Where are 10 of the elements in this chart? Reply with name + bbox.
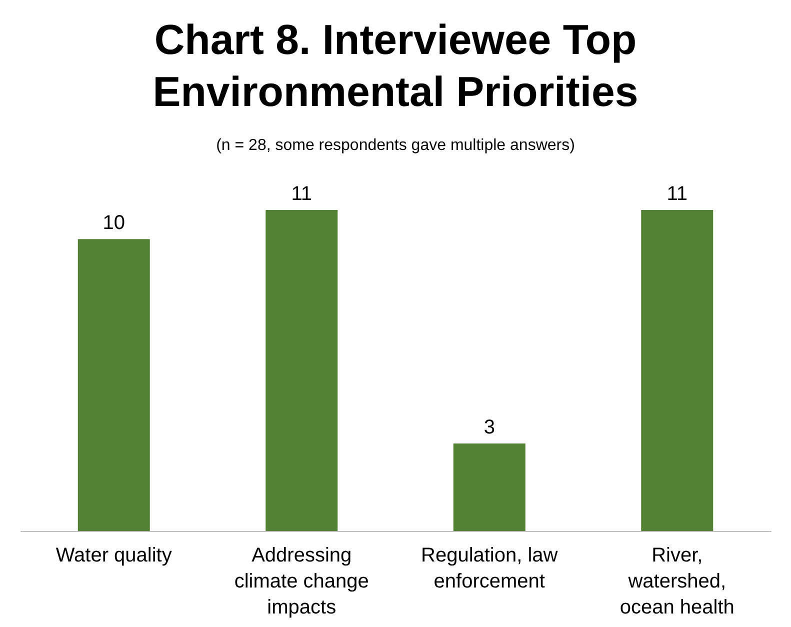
x-tick-label: River, watershed, ocean health <box>620 544 734 618</box>
x-tick-label: Addressing climate change impacts <box>234 544 369 618</box>
data-label: 3 <box>484 416 495 438</box>
data-label: 11 <box>666 183 688 205</box>
chart-subtitle: (n = 28, some respondents gave multiple answers) <box>216 137 575 154</box>
x-tick-label: Water quality <box>56 544 172 566</box>
x-tick-label: Regulation, law enforcement <box>421 544 558 592</box>
data-label: 10 <box>102 212 125 234</box>
chart-title: Chart 8. Interviewee Top Environmental Priorities <box>152 16 638 115</box>
data-label: 11 <box>291 183 312 205</box>
